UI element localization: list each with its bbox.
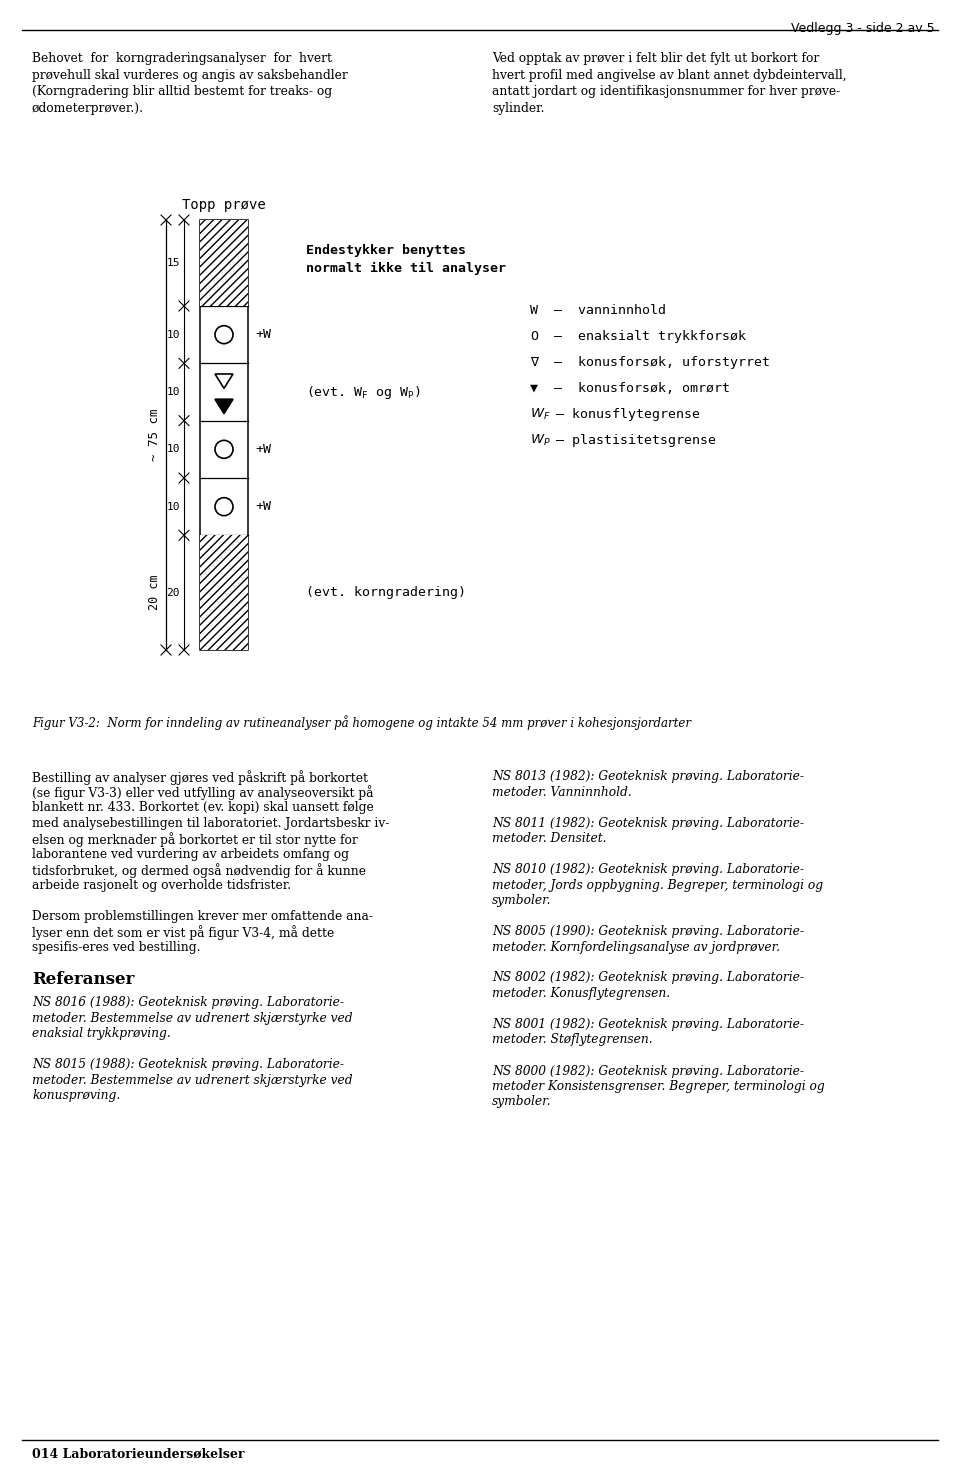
Text: NS 8015 (1988): Geoteknisk prøving. Laboratorie-: NS 8015 (1988): Geoteknisk prøving. Labo… bbox=[32, 1058, 344, 1071]
Text: +W: +W bbox=[255, 328, 271, 341]
Text: Endestykker benyttes: Endestykker benyttes bbox=[306, 244, 466, 257]
Text: metoder. Bestemmelse av udrenert skjærstyrke ved: metoder. Bestemmelse av udrenert skjærst… bbox=[32, 1012, 352, 1025]
Text: NS 8000 (1982): Geoteknisk prøving. Laboratorie-: NS 8000 (1982): Geoteknisk prøving. Labo… bbox=[492, 1065, 804, 1077]
Text: ødometerprøver.).: ødometerprøver.). bbox=[32, 101, 144, 115]
Text: arbeide rasjonelt og overholde tidsfrister.: arbeide rasjonelt og overholde tidsfrist… bbox=[32, 878, 291, 892]
Text: 20: 20 bbox=[166, 588, 180, 598]
Text: NS 8016 (1988): Geoteknisk prøving. Laboratorie-: NS 8016 (1988): Geoteknisk prøving. Labo… bbox=[32, 996, 344, 1009]
Text: Vedlegg 3 - side 2 av 5: Vedlegg 3 - side 2 av 5 bbox=[791, 22, 935, 35]
Text: Referanser: Referanser bbox=[32, 971, 134, 989]
Text: $W_F$: $W_F$ bbox=[530, 407, 550, 422]
Text: – plastisitetsgrense: – plastisitetsgrense bbox=[556, 433, 716, 447]
Text: –  vanninnhold: – vanninnhold bbox=[546, 304, 666, 316]
Text: 20 cm: 20 cm bbox=[149, 574, 161, 611]
Bar bbox=[200, 220, 248, 306]
Polygon shape bbox=[215, 400, 233, 414]
Text: antatt jordart og identifikasjonsnummer for hver prøve-: antatt jordart og identifikasjonsnummer … bbox=[492, 85, 840, 98]
Text: metoder. Kornfordelingsanalyse av jordprøver.: metoder. Kornfordelingsanalyse av jordpr… bbox=[492, 940, 780, 953]
Text: W: W bbox=[530, 304, 538, 316]
Text: ▼: ▼ bbox=[530, 382, 538, 395]
Text: Ved opptak av prøver i felt blir det fylt ut borkort for: Ved opptak av prøver i felt blir det fyl… bbox=[492, 51, 819, 65]
Text: (Korngradering blir alltid bestemt for treaks- og: (Korngradering blir alltid bestemt for t… bbox=[32, 85, 332, 98]
Text: ∇: ∇ bbox=[530, 355, 538, 369]
Text: med analysebestillingen til laboratoriet. Jordartsbeskr iv-: med analysebestillingen til laboratoriet… bbox=[32, 817, 390, 830]
Text: Dersom problemstillingen krever mer omfattende ana-: Dersom problemstillingen krever mer omfa… bbox=[32, 909, 373, 923]
Text: Topp prøve: Topp prøve bbox=[182, 198, 266, 212]
Text: 10: 10 bbox=[166, 444, 180, 454]
Text: tidsforbruket, og dermed også nødvendig for å kunne: tidsforbruket, og dermed også nødvendig … bbox=[32, 862, 366, 878]
Text: lyser enn det som er vist på figur V3-4, må dette: lyser enn det som er vist på figur V3-4,… bbox=[32, 925, 334, 940]
Text: enaksial trykkprøving.: enaksial trykkprøving. bbox=[32, 1027, 171, 1040]
Text: metoder. Densitet.: metoder. Densitet. bbox=[492, 831, 607, 845]
Text: +W: +W bbox=[255, 442, 271, 455]
Text: 10: 10 bbox=[166, 502, 180, 511]
Text: (evt. $\mathregular{W_F}$ og $\mathregular{W_P}$): (evt. $\mathregular{W_F}$ og $\mathregul… bbox=[306, 383, 421, 401]
Text: O: O bbox=[530, 329, 538, 342]
Text: sylinder.: sylinder. bbox=[492, 101, 544, 115]
Text: $W_P$: $W_P$ bbox=[530, 432, 551, 448]
Text: –  konusforsøk, omrørt: – konusforsøk, omrørt bbox=[546, 382, 730, 395]
Text: 10: 10 bbox=[166, 386, 180, 397]
Text: hvert profil med angivelse av blant annet dybdeintervall,: hvert profil med angivelse av blant anne… bbox=[492, 69, 847, 81]
Text: metoder. Vanninnhold.: metoder. Vanninnhold. bbox=[492, 786, 632, 799]
Text: metoder. Konusflytegrensen.: metoder. Konusflytegrensen. bbox=[492, 987, 670, 1000]
Text: elsen og merknader på borkortet er til stor nytte for: elsen og merknader på borkortet er til s… bbox=[32, 831, 358, 846]
Text: metoder. Støflytegrensen.: metoder. Støflytegrensen. bbox=[492, 1034, 653, 1046]
Text: metoder, Jords oppbygning. Begreper, terminologi og: metoder, Jords oppbygning. Begreper, ter… bbox=[492, 878, 823, 892]
Text: NS 8013 (1982): Geoteknisk prøving. Laboratorie-: NS 8013 (1982): Geoteknisk prøving. Labo… bbox=[492, 770, 804, 783]
Text: spesifis-eres ved bestilling.: spesifis-eres ved bestilling. bbox=[32, 940, 201, 953]
Text: (se figur V3-3) eller ved utfylling av analyseoversikt på: (se figur V3-3) eller ved utfylling av a… bbox=[32, 786, 373, 801]
Text: normalt ikke til analyser: normalt ikke til analyser bbox=[306, 261, 506, 275]
Text: +W: +W bbox=[255, 499, 271, 513]
Text: NS 8011 (1982): Geoteknisk prøving. Laboratorie-: NS 8011 (1982): Geoteknisk prøving. Labo… bbox=[492, 817, 804, 830]
Text: prøvehull skal vurderes og angis av saksbehandler: prøvehull skal vurderes og angis av saks… bbox=[32, 69, 348, 81]
Text: Figur V3-2:  Norm for inndeling av rutineanalyser på homogene og intakte 54 mm p: Figur V3-2: Norm for inndeling av rutine… bbox=[32, 715, 691, 730]
Text: NS 8001 (1982): Geoteknisk prøving. Laboratorie-: NS 8001 (1982): Geoteknisk prøving. Labo… bbox=[492, 1018, 804, 1031]
Text: metoder. Bestemmelse av udrenert skjærstyrke ved: metoder. Bestemmelse av udrenert skjærst… bbox=[32, 1074, 352, 1087]
Text: symboler.: symboler. bbox=[492, 895, 551, 906]
Text: Bestilling av analyser gjøres ved påskrift på borkortet: Bestilling av analyser gjøres ved påskri… bbox=[32, 770, 368, 784]
Text: (evt. korngradering): (evt. korngradering) bbox=[306, 586, 466, 599]
Text: ~ 75 cm: ~ 75 cm bbox=[149, 408, 161, 461]
Text: – konusflytegrense: – konusflytegrense bbox=[556, 407, 700, 420]
Text: NS 8005 (1990): Geoteknisk prøving. Laboratorie-: NS 8005 (1990): Geoteknisk prøving. Labo… bbox=[492, 925, 804, 939]
Text: –  enaksialt trykkforsøk: – enaksialt trykkforsøk bbox=[546, 329, 746, 342]
Text: NS 8002 (1982): Geoteknisk prøving. Laboratorie-: NS 8002 (1982): Geoteknisk prøving. Labo… bbox=[492, 971, 804, 984]
Text: konusprøving.: konusprøving. bbox=[32, 1090, 120, 1102]
Text: NS 8010 (1982): Geoteknisk prøving. Laboratorie-: NS 8010 (1982): Geoteknisk prøving. Labo… bbox=[492, 862, 804, 876]
Text: 014 Laboratorieundersøkelser: 014 Laboratorieundersøkelser bbox=[32, 1448, 245, 1462]
Text: –  konusforsøk, uforstyrret: – konusforsøk, uforstyrret bbox=[546, 355, 770, 369]
Text: symboler.: symboler. bbox=[492, 1096, 551, 1109]
Text: 15: 15 bbox=[166, 259, 180, 267]
Bar bbox=[200, 220, 248, 649]
Text: laborantene ved vurdering av arbeidets omfang og: laborantene ved vurdering av arbeidets o… bbox=[32, 848, 349, 861]
Text: metoder Konsistensgrenser. Begreper, terminologi og: metoder Konsistensgrenser. Begreper, ter… bbox=[492, 1080, 825, 1093]
Text: blankett nr. 433. Borkortet (ev. kopi) skal uansett følge: blankett nr. 433. Borkortet (ev. kopi) s… bbox=[32, 801, 373, 814]
Bar bbox=[200, 535, 248, 649]
Text: Behovet  for  korngraderingsanalyser  for  hvert: Behovet for korngraderingsanalyser for h… bbox=[32, 51, 332, 65]
Text: 10: 10 bbox=[166, 329, 180, 339]
